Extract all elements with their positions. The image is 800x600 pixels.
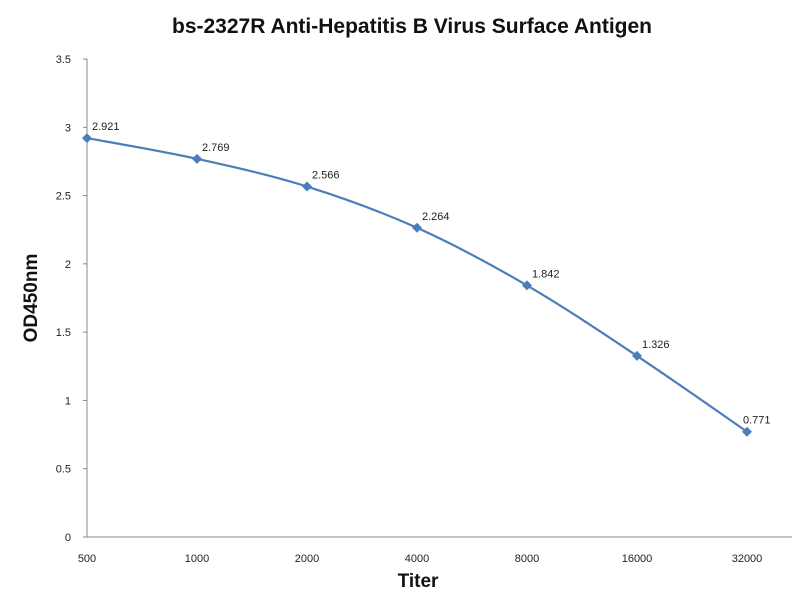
x-tick-label: 8000 [515, 553, 539, 565]
data-point-marker [522, 280, 532, 291]
y-axis-title: OD450nm [21, 254, 42, 343]
x-tick-label: 2000 [295, 553, 319, 565]
data-label: 2.264 [422, 211, 450, 223]
data-label: 1.326 [642, 339, 670, 351]
data-point-marker [632, 350, 642, 361]
data-label: 2.566 [312, 170, 340, 182]
data-point-marker [302, 181, 312, 192]
y-tick-label: 0 [65, 532, 71, 544]
x-tick-label: 500 [78, 553, 96, 565]
x-axis-title: Titer [398, 571, 439, 592]
y-tick-label: 0.5 [56, 464, 71, 476]
data-point-marker [192, 153, 202, 164]
y-tick-label: 1 [65, 395, 71, 407]
data-point-marker [412, 222, 422, 233]
data-label: 2.921 [92, 121, 120, 133]
y-tick-label: 3 [65, 122, 71, 134]
x-tick-label: 32000 [732, 553, 763, 565]
series-line [86, 136, 748, 433]
x-tick-label: 1000 [185, 553, 209, 565]
x-tick-label: 4000 [405, 553, 429, 565]
data-point-marker [742, 426, 752, 437]
y-tick-label: 3.5 [56, 54, 71, 66]
y-tick-label: 2 [65, 259, 71, 271]
y-tick-label: 2.5 [56, 191, 71, 203]
data-label: 1.842 [532, 268, 560, 280]
data-label: 0.771 [743, 415, 771, 427]
data-label: 2.769 [202, 142, 230, 154]
y-tick-label: 1.5 [56, 327, 71, 339]
x-tick-label: 16000 [622, 553, 653, 565]
data-point-marker [82, 133, 92, 144]
chart-title: bs-2327R Anti-Hepatitis B Virus Surface … [172, 15, 652, 38]
